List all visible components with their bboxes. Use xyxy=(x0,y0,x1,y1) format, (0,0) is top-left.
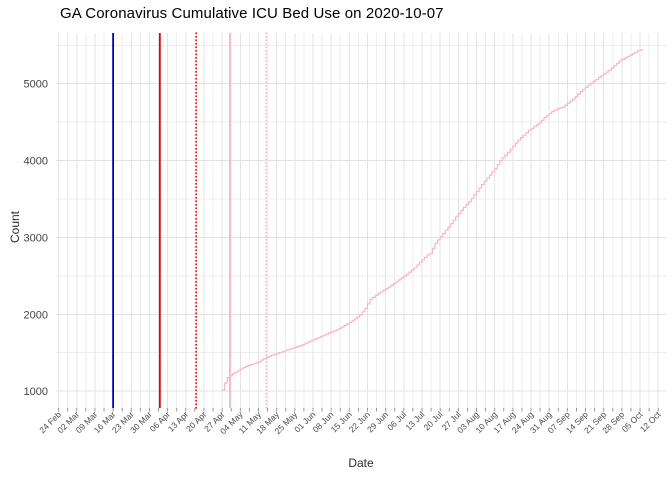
data-series xyxy=(222,49,644,391)
chart-title: GA Coronavirus Cumulative ICU Bed Use on… xyxy=(60,5,444,22)
y-tick-label: 1000 xyxy=(24,386,48,398)
x-tick-label: 20 Jul xyxy=(421,409,444,432)
minor-gridlines xyxy=(56,33,666,408)
x-tick-label: 13 Jul xyxy=(403,409,426,432)
event-vlines xyxy=(112,32,268,409)
axis-ticks xyxy=(58,408,659,412)
x-axis-title: Date xyxy=(348,456,374,470)
x-tick-label: 29 Jun xyxy=(365,409,390,434)
y-tick-label: 2000 xyxy=(24,309,48,321)
x-tick-label: 12 Oct xyxy=(638,409,663,434)
y-tick-label: 5000 xyxy=(24,79,48,91)
x-tick-label: 06 Jul xyxy=(385,409,408,432)
major-gridlines xyxy=(56,33,666,408)
y-tick-label: 3000 xyxy=(24,232,48,244)
series-line-cumulative-icu-bed-use xyxy=(222,49,644,391)
y-tick-label: 4000 xyxy=(24,156,48,168)
